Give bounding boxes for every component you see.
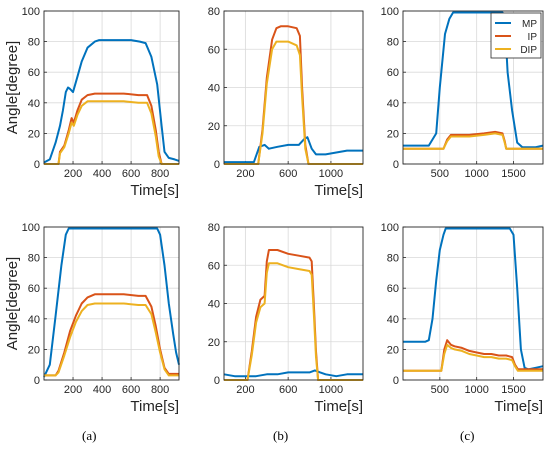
x-tick-label: 800 — [151, 168, 169, 180]
y-tick-label: 100 — [381, 222, 399, 234]
series-line-mp — [403, 11, 544, 149]
x-tick-label: 600 — [122, 384, 140, 396]
axes-box — [402, 10, 544, 165]
series-line-mp — [43, 227, 180, 378]
y-tick-label: 40 — [387, 98, 399, 110]
x-tick-label: 600 — [122, 168, 140, 180]
chart-panel-b-top: 0 20 40 60 80 200 600 1000 Time[s] — [208, 6, 364, 199]
axes-box — [223, 10, 364, 165]
y-tick-label: 100 — [22, 222, 40, 234]
chart-panel-a-top: 0 20 40 60 80 100 200 400 600 800 Angle[degree] Tim… — [4, 6, 180, 199]
caption-a: (a) — [82, 428, 97, 443]
x-tick-label: 1000 — [319, 384, 343, 396]
y-tick-label: 60 — [387, 283, 399, 295]
x-tick-label: 600 — [279, 384, 297, 396]
y-tick-label: 20 — [387, 128, 399, 140]
plot-area — [44, 11, 179, 164]
x-axis-label: Time[s] — [494, 398, 543, 415]
x-tick-label: 200 — [236, 384, 254, 396]
y-tick-label: 20 — [208, 121, 220, 133]
y-tick-label: 0 — [214, 159, 220, 171]
y-tick-label: 60 — [28, 67, 40, 79]
x-tick-label: 1500 — [501, 168, 525, 180]
series-line-dip — [224, 40, 363, 165]
y-tick-label: 80 — [28, 37, 40, 49]
x-tick-label: 200 — [236, 168, 254, 180]
y-tick-label: 40 — [208, 299, 220, 311]
y-tick-label: 40 — [208, 83, 220, 95]
y-tick-label: 60 — [28, 283, 40, 295]
y-tick-label: 40 — [28, 314, 40, 326]
series-line-dip — [403, 132, 543, 150]
chart-panel-c-bottom: 0 20 40 60 80 100 500 1000 1500 Time[s] — [381, 222, 544, 415]
y-tick-label: 80 — [208, 6, 220, 18]
axes-box — [43, 226, 180, 381]
y-tick-label: 0 — [214, 375, 220, 387]
series-line-mp — [43, 39, 180, 164]
x-axis-label: Time[s] — [130, 182, 179, 199]
chart-panel-a-bottom: 0 20 40 60 80 100 200 400 600 800 Angle[degree] Tim… — [4, 222, 180, 415]
x-tick-label: 200 — [64, 168, 82, 180]
x-tick-label: 500 — [431, 168, 449, 180]
series-line-mp — [403, 227, 544, 371]
x-tick-label: 1000 — [464, 168, 488, 180]
x-tick-label: 1000 — [319, 168, 343, 180]
y-tick-label: 100 — [22, 6, 40, 18]
y-tick-label: 0 — [34, 159, 40, 171]
y-axis-label: Angle[degree] — [4, 257, 21, 350]
legend-label-dip: DIP — [520, 45, 537, 56]
x-tick-label: 600 — [279, 168, 297, 180]
series-line-mp — [224, 136, 363, 164]
chart-panel-b-bottom: 0 20 40 60 80 200 600 1000 Time[s] — [208, 222, 364, 415]
y-tick-label: 80 — [387, 253, 399, 265]
axes-box — [402, 226, 544, 381]
y-tick-label: 80 — [28, 253, 40, 265]
y-tick-label: 20 — [208, 337, 220, 349]
series-line-dip — [224, 262, 363, 381]
x-tick-label: 400 — [93, 168, 111, 180]
y-tick-label: 20 — [28, 128, 40, 140]
x-tick-label: 800 — [151, 384, 169, 396]
x-tick-label: 200 — [64, 384, 82, 396]
y-tick-label: 60 — [208, 44, 220, 56]
caption-b: (b) — [273, 428, 289, 443]
y-tick-label: 20 — [387, 344, 399, 356]
x-tick-label: 500 — [431, 384, 449, 396]
x-axis-label: Time[s] — [314, 182, 363, 199]
y-tick-label: 80 — [387, 37, 399, 49]
y-tick-label: 60 — [208, 260, 220, 272]
chart-panel-c-top: 0 20 40 60 80 100 500 1000 1500 MP IP DIP — [381, 6, 544, 180]
y-tick-label: 0 — [393, 375, 399, 387]
series-line-dip — [44, 100, 179, 165]
caption-c: (c) — [460, 428, 475, 443]
legend-label-ip: IP — [528, 32, 538, 43]
x-tick-label: 1000 — [464, 384, 488, 396]
series-line-dip — [44, 302, 179, 377]
y-tick-label: 20 — [28, 344, 40, 356]
x-tick-label: 400 — [93, 384, 111, 396]
series-line-dip — [403, 343, 543, 372]
axes-box — [43, 10, 180, 165]
legend: MP IP DIP — [490, 12, 542, 59]
y-tick-label: 80 — [208, 222, 220, 234]
legend-label-mp: MP — [522, 19, 537, 30]
y-tick-label: 100 — [381, 6, 399, 18]
y-tick-label: 40 — [387, 314, 399, 326]
y-tick-label: 40 — [28, 98, 40, 110]
x-axis-label: Time[s] — [130, 398, 179, 415]
y-tick-label: 0 — [34, 375, 40, 387]
x-tick-label: 1500 — [501, 384, 525, 396]
x-axis-label: Time[s] — [314, 398, 363, 415]
y-tick-label: 60 — [387, 67, 399, 79]
y-axis-label: Angle[degree] — [4, 41, 21, 134]
axes-box — [223, 226, 364, 381]
y-tick-label: 0 — [393, 159, 399, 171]
